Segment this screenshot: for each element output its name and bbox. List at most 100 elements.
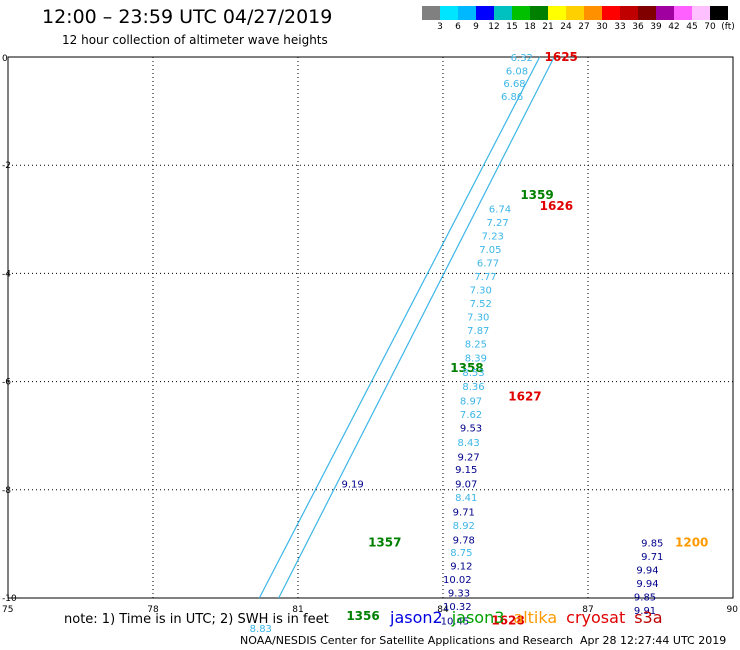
color-swatch [440,6,458,20]
wave-height-label: 6.86 [501,92,523,103]
wave-height-label: 1358 [450,361,483,375]
x-tick-label: 90 [727,605,739,615]
plot-frame [7,56,734,599]
wave-height-label: 8.75 [450,548,472,559]
color-swatch [710,6,728,20]
wave-height-label: 6.32 [511,53,533,64]
x-tick-label: 84 [437,605,449,615]
color-scale-label: 70 [704,22,716,32]
color-swatch [656,6,674,20]
y-tick-label: 0 [2,54,8,64]
wave-height-label: 8.25 [465,340,487,351]
wave-height-label: 1357 [368,535,401,549]
color-swatch [458,6,476,20]
wave-height-label: 7.52 [470,299,492,310]
y-tick-label: -2 [2,161,11,171]
wave-height-label: 1627 [508,390,541,404]
color-swatch [620,6,638,20]
wave-height-label: 1626 [540,199,573,213]
wave-height-label: 7.23 [482,232,504,243]
y-tick-label: -10 [2,594,17,604]
wave-height-label: 8.36 [462,382,484,393]
satellite-tracks [258,56,555,599]
note-text: note: 1) Time is in UTC; 2) SWH is in fe… [64,612,329,627]
wave-height-label: 9.53 [460,424,482,435]
color-scale-label: 33 [614,22,626,32]
color-swatch [692,6,710,20]
wave-height-label: 8.83 [250,624,272,635]
wave-height-label: 9.19 [342,479,364,490]
x-tick-label: 81 [292,605,303,615]
wave-height-label: 7.30 [470,286,492,297]
wave-height-label: 9.85 [641,538,663,549]
color-scale-label: 45 [686,22,698,32]
color-scale-label: 6 [455,22,461,32]
color-scale-bar [422,6,728,20]
wave-height-label: 9.12 [450,562,472,573]
wave-height-label: 9.94 [636,565,658,576]
legend-item: s3a [634,608,663,627]
wave-height-label: 9.27 [458,452,480,463]
color-swatch [566,6,584,20]
map-subtitle: 12 hour collection of altimeter wave hei… [62,33,328,47]
wave-height-label: 1356 [346,609,379,623]
wave-height-label: 10.02 [443,575,472,586]
x-tick-labels: 75 78 81 84 87 90 [2,605,738,615]
color-swatch [422,6,440,20]
color-swatch [530,6,548,20]
wave-height-label: 9.91 [634,606,656,617]
x-tick-label: 87 [582,605,593,615]
wave-height-label: 8.39 [465,353,487,364]
color-scale-label: 36 [632,22,644,32]
color-scale-label: 15 [506,22,518,32]
wave-height-label: 9.94 [636,579,658,590]
wave-height-label: 8.92 [453,521,475,532]
color-swatch [602,6,620,20]
wave-height-label: 6.77 [477,259,499,270]
legend-item: jason3 [451,608,505,627]
color-scale-label: 9 [473,22,479,32]
wave-height-label: 9.07 [455,479,477,490]
y-tick-labels: 0 -2 -4 -6 -8 -10 [2,54,17,604]
satellite-track [278,56,555,599]
wave-height-label: 1625 [545,50,578,64]
wave-height-label: 7.27 [487,218,509,229]
wave-height-label: 9.15 [455,465,477,476]
y-tick-label: -4 [2,269,11,279]
x-tick-label: 78 [147,605,159,615]
wave-height-label: 1200 [675,535,708,549]
color-scale-label: 21 [542,22,554,32]
color-scale-label: 27 [578,22,590,32]
satellite-track [258,56,541,599]
color-swatch [494,6,512,20]
legend-item: cryosat [566,608,626,627]
grid-lines [8,57,733,598]
wave-height-label: 6.74 [489,204,511,215]
wave-height-label: 9.85 [634,592,656,603]
color-scale-label: 18 [524,22,536,32]
color-swatch [674,6,692,20]
legend-item: altika [513,608,558,627]
color-scale-label: 30 [596,22,608,32]
wave-height-label: 9.33 [448,589,470,600]
x-tick-label: 75 [2,605,13,615]
wave-height-label: 9.78 [453,536,475,547]
satellite-legend: jason2 jason3 altika cryosat s3a [390,608,672,627]
y-tick-label: -8 [2,486,11,496]
wave-height-label: 8.41 [455,493,477,504]
color-scale-label: 3 [437,22,443,32]
wave-height-label: 8.53 [462,368,484,379]
wave-height-label: 8.97 [460,397,482,408]
wave-height-label: 7.30 [467,313,489,324]
wave-height-label: 9.71 [453,507,475,518]
wave-height-label: 7.87 [467,326,489,337]
footer-timestamp: Apr 28 12:27:44 UTC 2019 [580,634,727,647]
wave-height-label: 9.71 [641,552,663,563]
color-scale-label: 24 [560,22,572,32]
color-swatch [584,6,602,20]
y-tick-label: -6 [2,378,11,388]
map-title: 12:00 – 23:59 UTC 04/27/2019 [42,6,333,28]
color-swatch [512,6,530,20]
